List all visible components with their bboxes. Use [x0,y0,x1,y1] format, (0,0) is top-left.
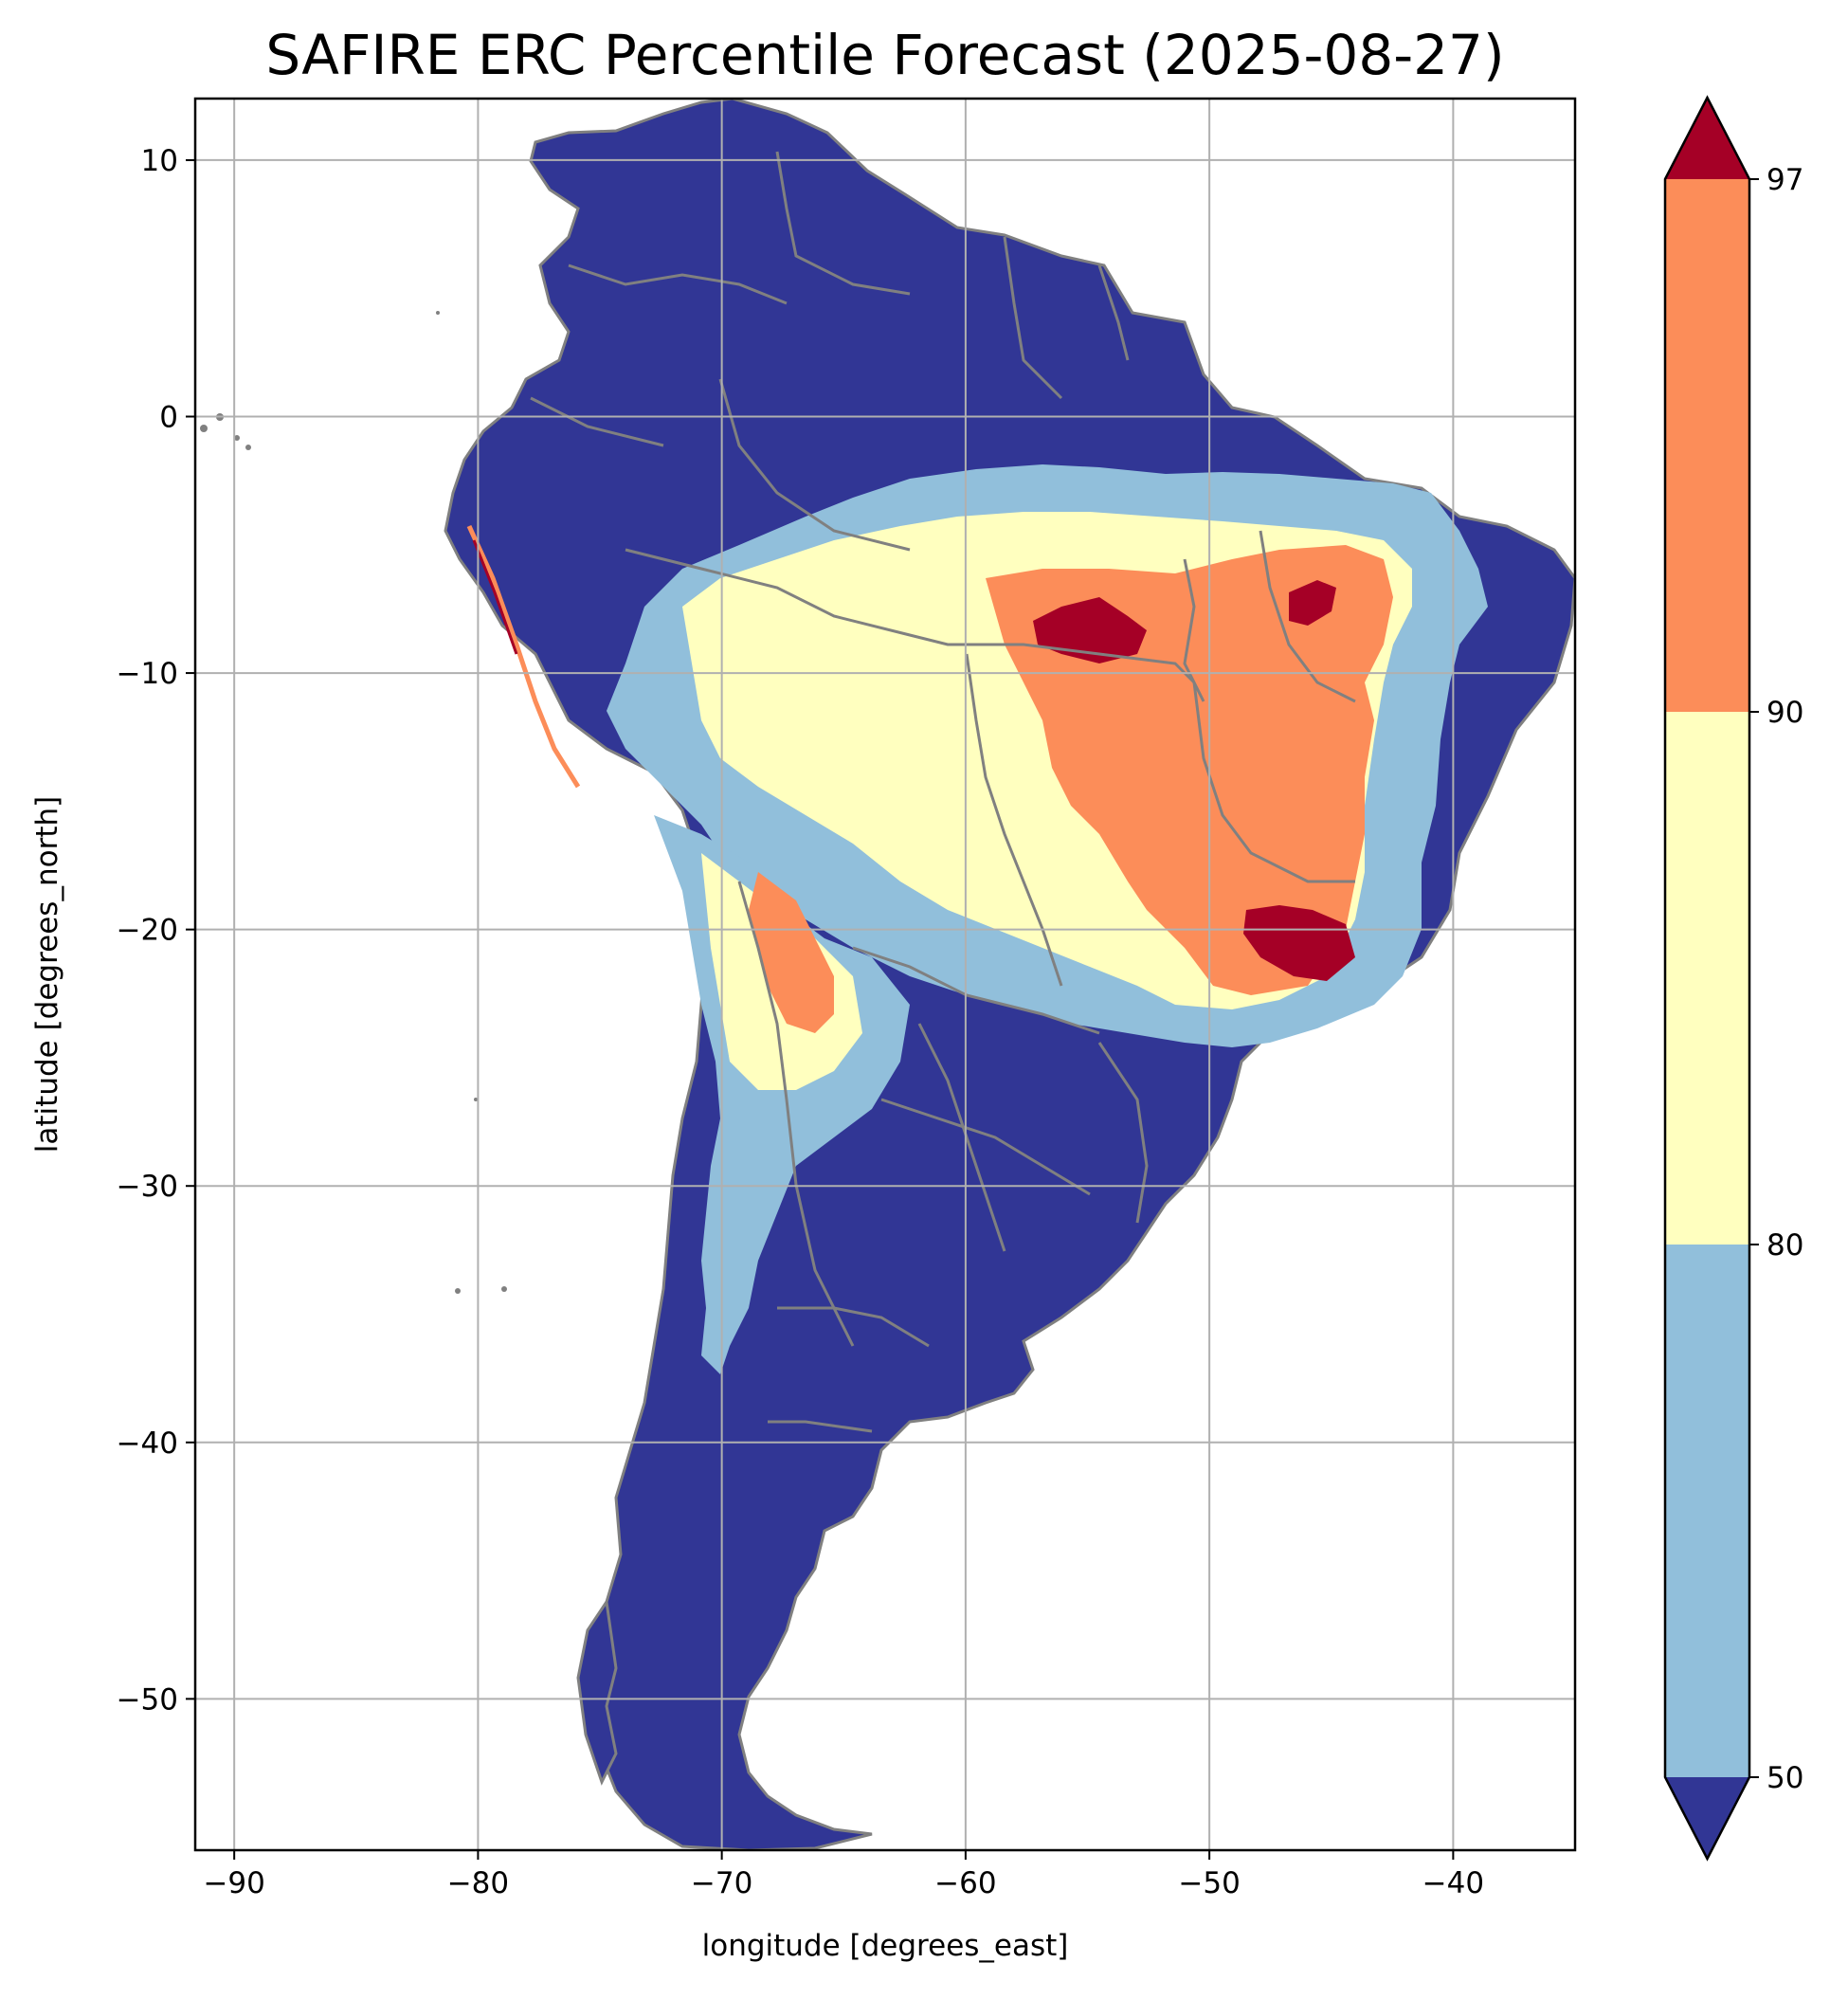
x-axis-ticks: −90 −80 −70 −60 −50 −40 [203,1850,1484,1900]
border-line [768,1420,873,1433]
hotspot-maranhao [1289,580,1336,626]
x-tick-label: −50 [1178,1866,1240,1900]
island-galapagos [234,435,240,441]
plot-area [195,99,1575,1850]
y-axis-label: latitude [degrees_north] [30,796,64,1153]
colorbar: 50 80 90 97 [1663,95,1803,1862]
border-line [1192,681,1355,883]
country-borders [530,151,1356,1433]
colorbar-tick-label: 97 [1766,163,1803,197]
colorbar-tick-label: 50 [1766,1761,1803,1795]
island-small [474,1098,478,1101]
x-tick-label: −80 [447,1866,509,1900]
border-line [1097,1042,1149,1224]
island-small [455,1288,461,1294]
colorbar-ticks: 50 80 90 97 [1749,163,1803,1795]
y-tick-label: −30 [117,1170,178,1204]
border-line [568,264,788,305]
island-1 [576,1597,618,1786]
peru-coast-strip-hot [472,539,518,655]
x-tick-label: −40 [1422,1866,1484,1900]
x-tick-label: −60 [934,1866,996,1900]
x-tick-label: −90 [203,1866,264,1900]
colorbar-extend-min [1665,1777,1749,1859]
y-tick-label: −20 [117,914,178,948]
border-line [625,548,1196,684]
border-line [1259,530,1356,703]
percentile-above-97 [1033,580,1355,981]
y-tick-label: 10 [141,144,178,178]
border-line [1003,236,1063,400]
border-line [718,378,911,552]
x-axis-label: longitude [degrees_east] [702,1929,1069,1963]
chart-title: SAFIRE ERC Percentile Forecast (2025-08-… [265,23,1504,87]
border-line [775,151,911,296]
colorbar-tick-label: 90 [1766,696,1803,730]
border-line [777,1306,930,1348]
border-line [1183,558,1205,702]
colorbar-segment-50-80 [1665,1245,1749,1777]
colorbar-extend-max [1665,98,1749,179]
colorbar-segment-80-90 [1665,712,1749,1245]
border-line [852,946,1100,1035]
y-axis-ticks: 10 0 −10 −20 −30 −40 −50 [117,144,195,1717]
y-tick-label: 0 [159,401,178,435]
hotspot-minas-gerais [1243,905,1355,981]
plot-frame [193,97,1577,1852]
island-small [501,1286,507,1292]
y-tick-label: −40 [117,1427,178,1461]
island-galapagos [245,445,251,450]
colorbar-tick-label: 80 [1766,1228,1803,1263]
x-tick-label: −70 [691,1866,752,1900]
hotspot-mato-grosso [1033,597,1147,663]
border-line [737,881,855,1347]
grid-lines [195,99,1575,1850]
border-line [530,396,664,447]
border-line [1097,264,1130,361]
border-line [880,1098,1091,1196]
y-tick-label: −50 [117,1682,178,1717]
band-90-97-bolivia [749,872,834,1033]
minor-islands [200,311,507,1294]
colorbar-segment-90-97 [1665,179,1749,712]
island-galapagos [200,425,208,432]
island-small [436,311,440,315]
y-tick-label: −10 [117,657,178,691]
border-line [917,1023,1006,1252]
